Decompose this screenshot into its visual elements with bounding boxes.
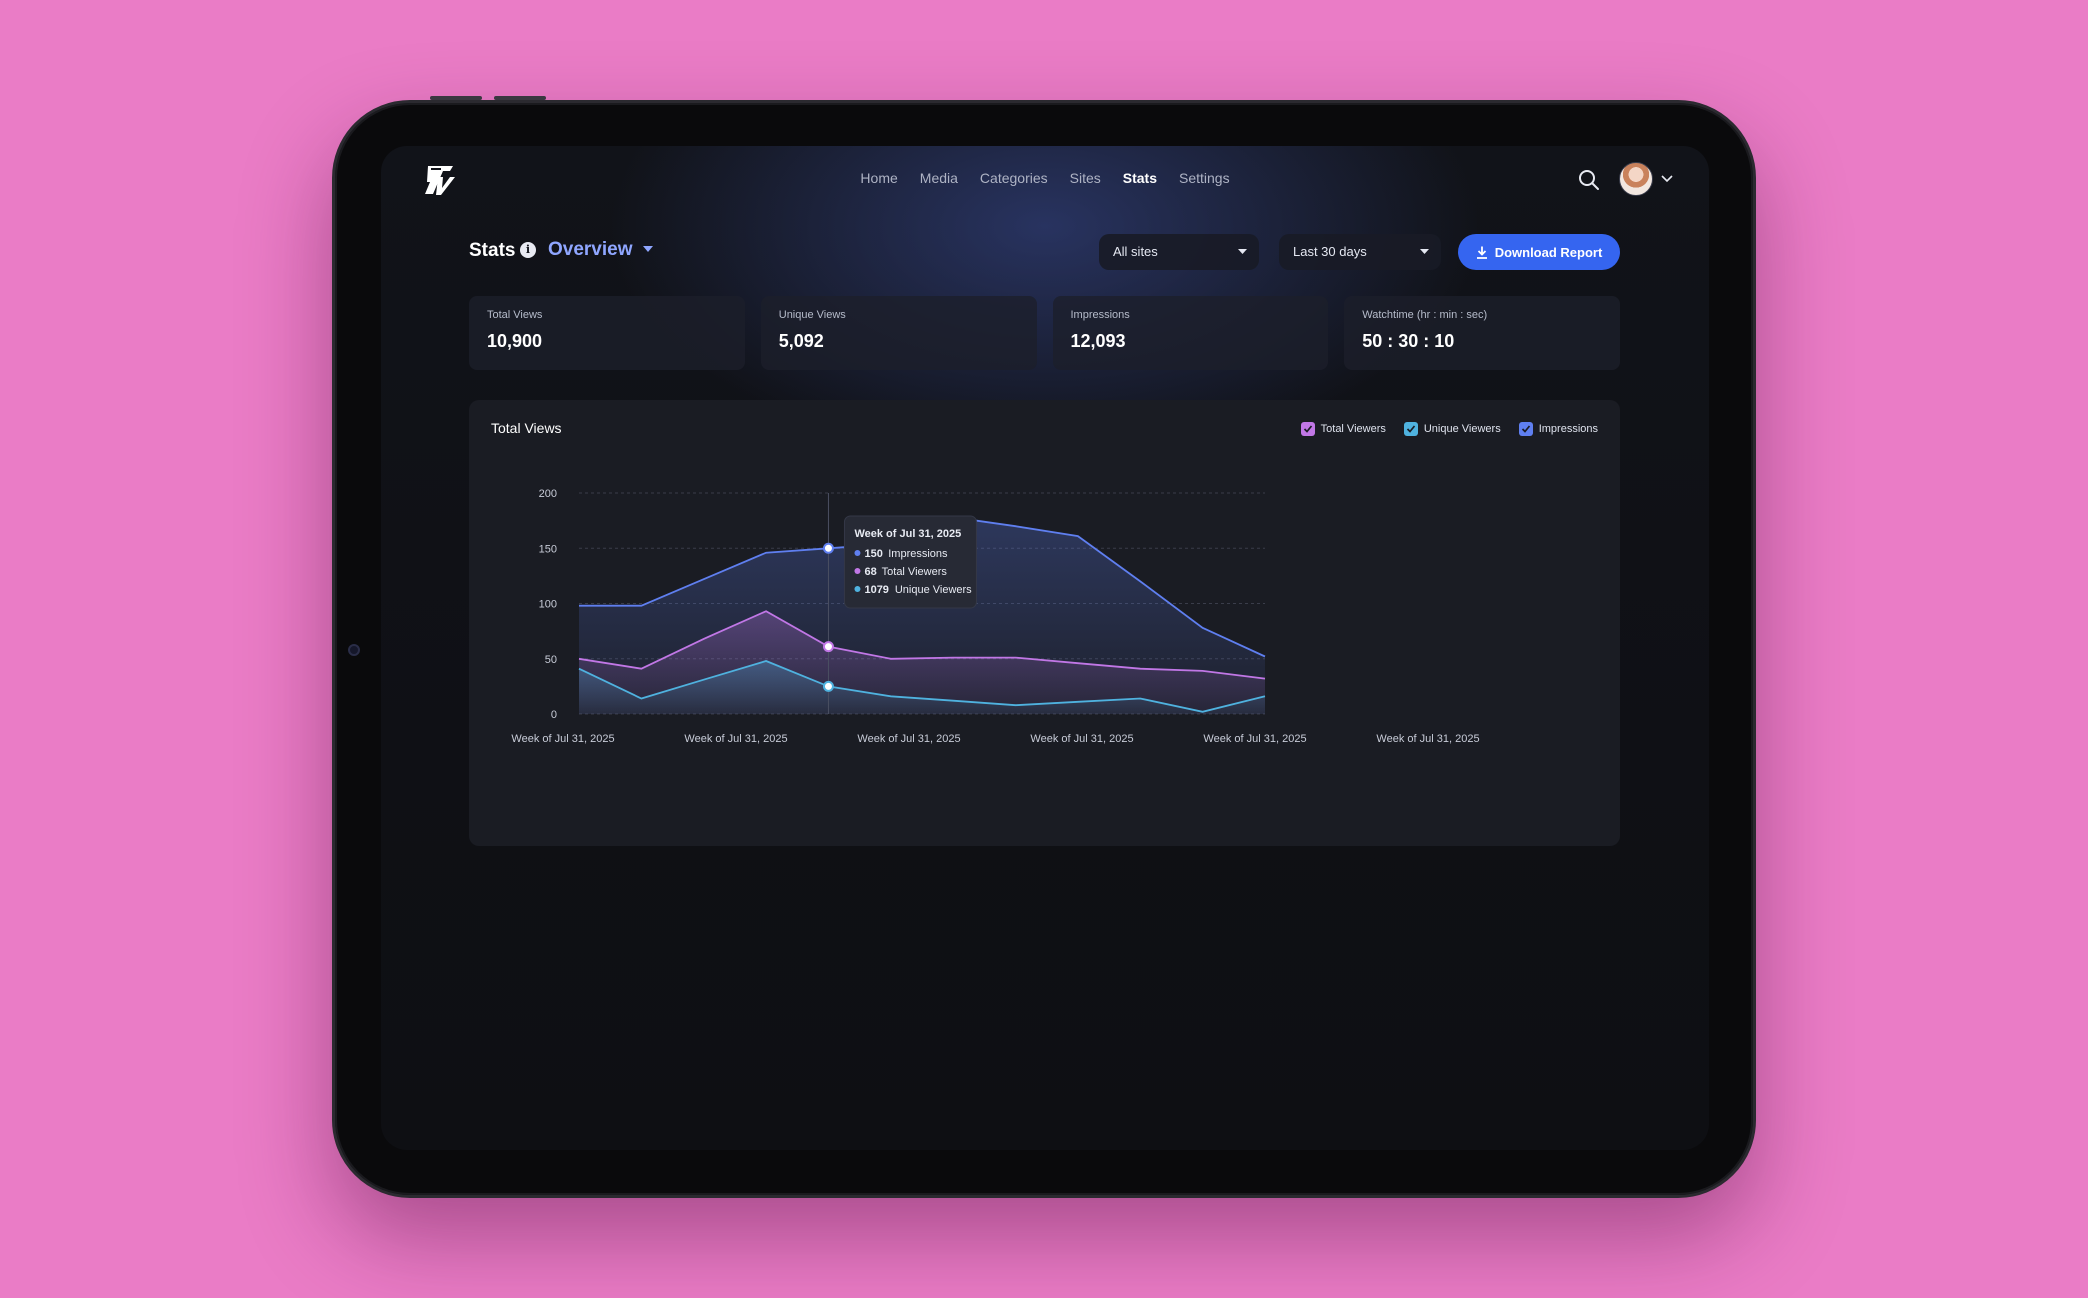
stat-card-total-views: Total Views 10,900 bbox=[469, 296, 745, 370]
x-tick-label: Week of Jul 31, 2025 bbox=[684, 733, 787, 745]
view-select[interactable]: Overview bbox=[548, 239, 633, 260]
series-line-unique-viewers bbox=[578, 660, 1266, 713]
stat-card-impressions: Impressions 12,093 bbox=[1052, 296, 1329, 370]
stat-cards: Total Views 10,900 Unique Views 5,092 Im… bbox=[469, 296, 1620, 370]
nav-item-home[interactable]: Home bbox=[860, 170, 898, 186]
x-tick-label: Week of Jul 31, 2025 bbox=[1203, 733, 1306, 745]
legend-label: Unique Viewers bbox=[1423, 423, 1501, 435]
x-tick-label: Week of Jul 31, 2025 bbox=[511, 733, 614, 745]
y-tick-label: 150 bbox=[539, 543, 557, 555]
tooltip-label: Unique Viewers bbox=[895, 584, 972, 596]
top-navigation: Home Media Categories Sites Stats Settings bbox=[381, 170, 1709, 186]
y-tick-label: 50 bbox=[545, 654, 557, 666]
series-line-total-viewers bbox=[578, 610, 1266, 680]
nav-item-sites[interactable]: Sites bbox=[1069, 170, 1101, 186]
tooltip-value: 150 bbox=[864, 548, 882, 560]
series-area-unique-viewers bbox=[579, 661, 1265, 714]
total-views-chart-card: 0 50 100 150 200 Week of Jul 31, 2025 Week of … bbox=[469, 400, 1620, 846]
stat-label: Impressions bbox=[1070, 309, 1130, 321]
x-tick-label: Week of Jul 31, 2025 bbox=[1376, 733, 1479, 745]
stat-card-unique-views: Unique Views 5,092 bbox=[760, 296, 1037, 370]
stat-label: Watchtime (hr : min : sec) bbox=[1362, 309, 1488, 321]
info-icon[interactable]: i bbox=[520, 242, 536, 258]
download-report-button[interactable]: Download Report bbox=[1458, 234, 1620, 270]
page-title: Stats bbox=[469, 240, 516, 261]
hover-point bbox=[822, 680, 834, 692]
chevron-down-icon[interactable] bbox=[1661, 174, 1673, 184]
brand-logo-icon[interactable] bbox=[419, 160, 459, 200]
y-tick-label: 0 bbox=[551, 709, 557, 721]
y-tick-label: 200 bbox=[539, 488, 557, 500]
tooltip-dot bbox=[854, 550, 861, 556]
caret-down-icon[interactable] bbox=[643, 246, 653, 253]
legend-item-unique-viewers[interactable]: Unique Viewers bbox=[1403, 422, 1501, 436]
tooltip-value: 1079 bbox=[864, 584, 888, 596]
checkbox-checked-icon[interactable] bbox=[1403, 422, 1418, 436]
download-report-label: Download Report bbox=[1494, 244, 1603, 260]
legend-label: Impressions bbox=[1538, 423, 1598, 435]
tooltip-dot bbox=[854, 568, 861, 574]
chart-legend: Total Viewers Unique Viewers Impressions bbox=[1300, 422, 1598, 436]
tablet-camera bbox=[348, 644, 360, 656]
app-screen: Home Media Categories Sites Stats Settings St… bbox=[381, 146, 1709, 1150]
stat-value: 50 : 30 : 10 bbox=[1362, 331, 1455, 351]
x-tick-label: Week of Jul 31, 2025 bbox=[1030, 733, 1133, 745]
nav-item-settings[interactable]: Settings bbox=[1178, 170, 1230, 186]
stat-label: Total Views bbox=[487, 309, 543, 321]
tablet-volume-button bbox=[494, 96, 546, 100]
y-tick-label: 100 bbox=[539, 599, 557, 611]
x-tick-label: Week of Jul 31, 2025 bbox=[857, 733, 960, 745]
tooltip-dot bbox=[854, 586, 861, 592]
legend-label: Total Viewers bbox=[1320, 423, 1386, 435]
tooltip-label: Impressions bbox=[888, 548, 948, 560]
date-range-value: Last 30 days bbox=[1293, 244, 1367, 259]
tooltip-value: 68 bbox=[864, 566, 876, 578]
caret-down-icon bbox=[1238, 249, 1247, 254]
stat-label: Unique Views bbox=[778, 309, 846, 321]
total-views-chart[interactable]: 0 50 100 150 200 Week of Jul 31, 2025 Week of … bbox=[469, 400, 1620, 846]
tooltip-label: Total Viewers bbox=[882, 566, 948, 578]
stat-value: 10,900 bbox=[487, 331, 543, 351]
hover-point bbox=[822, 641, 834, 653]
nav-item-stats[interactable]: Stats bbox=[1122, 170, 1157, 186]
chart-tooltip bbox=[843, 515, 977, 609]
legend-item-impressions[interactable]: Impressions bbox=[1518, 422, 1598, 436]
date-range-dropdown[interactable]: Last 30 days bbox=[1279, 234, 1441, 270]
hover-point bbox=[822, 542, 834, 554]
checkbox-checked-icon[interactable] bbox=[1518, 422, 1533, 436]
legend-item-total-viewers[interactable]: Total Viewers bbox=[1300, 422, 1386, 436]
stat-value: 5,092 bbox=[778, 331, 824, 351]
tablet-volume-button bbox=[430, 96, 482, 100]
sites-dropdown[interactable]: All sites bbox=[1099, 234, 1259, 270]
nav-item-categories[interactable]: Categories bbox=[979, 170, 1048, 186]
download-icon bbox=[1476, 246, 1487, 259]
nav-item-media[interactable]: Media bbox=[919, 170, 958, 186]
checkbox-checked-icon[interactable] bbox=[1300, 422, 1315, 436]
stat-value: 12,093 bbox=[1070, 331, 1126, 351]
stat-card-watchtime: Watchtime (hr : min : sec) 50 : 30 : 10 bbox=[1344, 296, 1620, 370]
tooltip-title: Week of Jul 31, 2025 bbox=[854, 528, 961, 540]
chart-title: Total Views bbox=[491, 420, 562, 436]
sites-dropdown-value: All sites bbox=[1113, 244, 1158, 259]
user-avatar[interactable] bbox=[1619, 162, 1653, 196]
caret-down-icon bbox=[1420, 249, 1429, 254]
search-icon[interactable] bbox=[1577, 168, 1601, 192]
